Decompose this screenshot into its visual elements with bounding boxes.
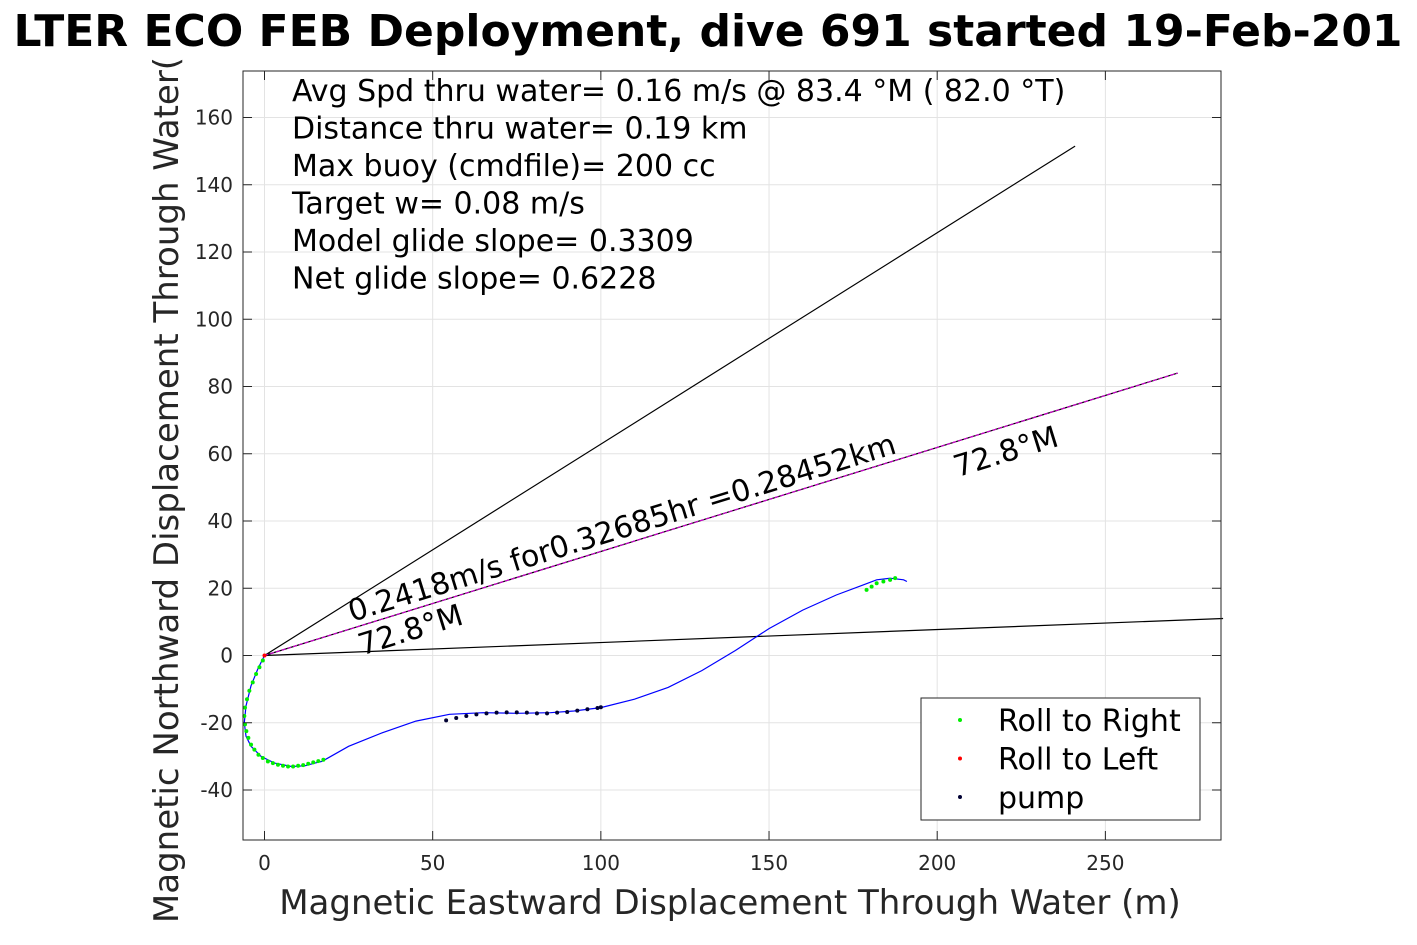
- y-tick-label: 60: [208, 442, 233, 466]
- reference-lines: [264, 145, 1224, 657]
- roll-to-right-point: [864, 587, 869, 592]
- y-tick-label: -20: [200, 711, 233, 735]
- legend-label-roll-to-left: Roll to Left: [998, 743, 1158, 778]
- track-line: [243, 577, 908, 768]
- x-tick-label: 100: [582, 851, 620, 875]
- info-line-1: Distance thru water= 0.19 km: [292, 112, 747, 147]
- plot-frame: [242, 70, 1222, 841]
- roll-to-right-point: [242, 705, 247, 710]
- y-tick-label: 80: [208, 375, 233, 399]
- roll-to-right-point: [257, 665, 262, 670]
- pump-point: [565, 709, 570, 714]
- x-tick-label: 150: [750, 851, 788, 875]
- pump-point: [534, 711, 539, 716]
- pump-point: [585, 707, 590, 712]
- roll-to-right-point: [311, 760, 316, 765]
- roll-to-right-point: [321, 757, 326, 762]
- pump-point: [494, 710, 499, 715]
- roll-to-right-point: [280, 763, 285, 768]
- chart-title: LTER ECO FEB Deployment, dive 691 starte…: [13, 6, 1402, 57]
- pump-point: [524, 710, 529, 715]
- y-tick-label: 0: [220, 644, 233, 668]
- info-line-5: Net glide slope= 0.6228: [292, 262, 656, 297]
- roll-to-right-point: [301, 763, 306, 768]
- roll-to-right-point: [265, 759, 270, 764]
- pump-point: [454, 716, 459, 721]
- roll-to-right-point: [291, 764, 296, 769]
- pump-point: [444, 718, 449, 723]
- pump-point: [484, 711, 489, 716]
- roll-to-right-point: [260, 756, 265, 761]
- legend-box: [920, 697, 1201, 821]
- y-axis-label: Magnetic Northward Displacement Through …: [147, 57, 187, 923]
- pump-point: [504, 710, 509, 715]
- roll-to-right-point: [245, 697, 250, 702]
- track: [243, 577, 908, 768]
- roll-to-right-point: [252, 747, 257, 752]
- axis-ticks: 0 50 100 150 200 250 -40 -20 0 20 40 60 80 100 120 140 1…: [195, 71, 1221, 875]
- pump-point: [575, 708, 580, 713]
- pump-point: [595, 705, 600, 710]
- roll-to-right-point: [275, 762, 280, 767]
- reference-line-1: [264, 617, 1224, 657]
- x-tick-label: 200: [918, 851, 956, 875]
- x-tick-label: 0: [258, 851, 271, 875]
- roll-to-right-point: [286, 764, 291, 769]
- legend-label-roll-to-right: Roll to Right: [998, 704, 1181, 739]
- pump-point: [514, 710, 519, 715]
- legend-marker-pump: [958, 795, 962, 799]
- y-tick-label: 160: [195, 106, 233, 130]
- roll-to-right-point: [306, 761, 311, 766]
- y-tick-label: 140: [195, 173, 233, 197]
- pump-point: [555, 710, 560, 715]
- legend-marker-roll-to-left: [958, 756, 962, 761]
- y-tick-label: 40: [208, 509, 233, 533]
- pump-point: [474, 712, 479, 717]
- roll-to-right-point: [244, 729, 249, 734]
- info-line-3: Target w= 0.08 m/s: [291, 187, 585, 222]
- roll-to-right-point: [242, 722, 247, 727]
- roll-to-right-point: [246, 735, 251, 740]
- roll-to-right-point: [260, 658, 265, 663]
- roll-to-right-point: [256, 752, 261, 757]
- y-tick-label: -40: [200, 778, 233, 802]
- y-tick-label: 20: [208, 576, 233, 600]
- roll-to-right-point: [316, 759, 321, 764]
- reference-line-3: [264, 372, 1178, 657]
- roll-to-right-point: [881, 579, 886, 584]
- roll-to-left-point: [262, 653, 267, 658]
- x-tick-label: 50: [420, 851, 445, 875]
- pump-point: [545, 711, 550, 716]
- info-box: Avg Spd thru water= 0.16 m/s @ 83.4 °M (…: [291, 74, 1065, 297]
- legend-marker-roll-to-right: [958, 718, 962, 722]
- grid: [243, 71, 1221, 840]
- info-line-0: Avg Spd thru water= 0.16 m/s @ 83.4 °M (…: [292, 74, 1065, 109]
- roll-to-right-point: [250, 680, 255, 685]
- roll-to-right-point: [869, 584, 874, 589]
- info-line-4: Model glide slope= 0.3309: [292, 224, 694, 259]
- roll-to-right-point: [874, 581, 879, 586]
- reference-line-0: [264, 145, 1076, 657]
- markers: [242, 576, 898, 769]
- roll-to-right-point: [296, 763, 301, 768]
- pump-point: [464, 714, 469, 719]
- roll-to-right-point: [893, 576, 898, 581]
- x-tick-label: 250: [1086, 851, 1124, 875]
- roll-to-right-point: [254, 671, 259, 676]
- roll-to-right-point: [270, 761, 275, 766]
- roll-to-right-point: [249, 742, 254, 747]
- roll-to-right-point: [247, 688, 252, 693]
- y-tick-label: 120: [195, 240, 233, 264]
- x-axis-label: Magnetic Eastward Displacement Through W…: [279, 883, 1181, 923]
- info-line-2: Max buoy (cmdfile)= 200 cc: [292, 149, 716, 184]
- legend-label-pump: pump: [998, 781, 1084, 816]
- roll-to-right-point: [888, 577, 893, 582]
- pump-point: [598, 705, 603, 710]
- y-tick-label: 100: [195, 307, 233, 331]
